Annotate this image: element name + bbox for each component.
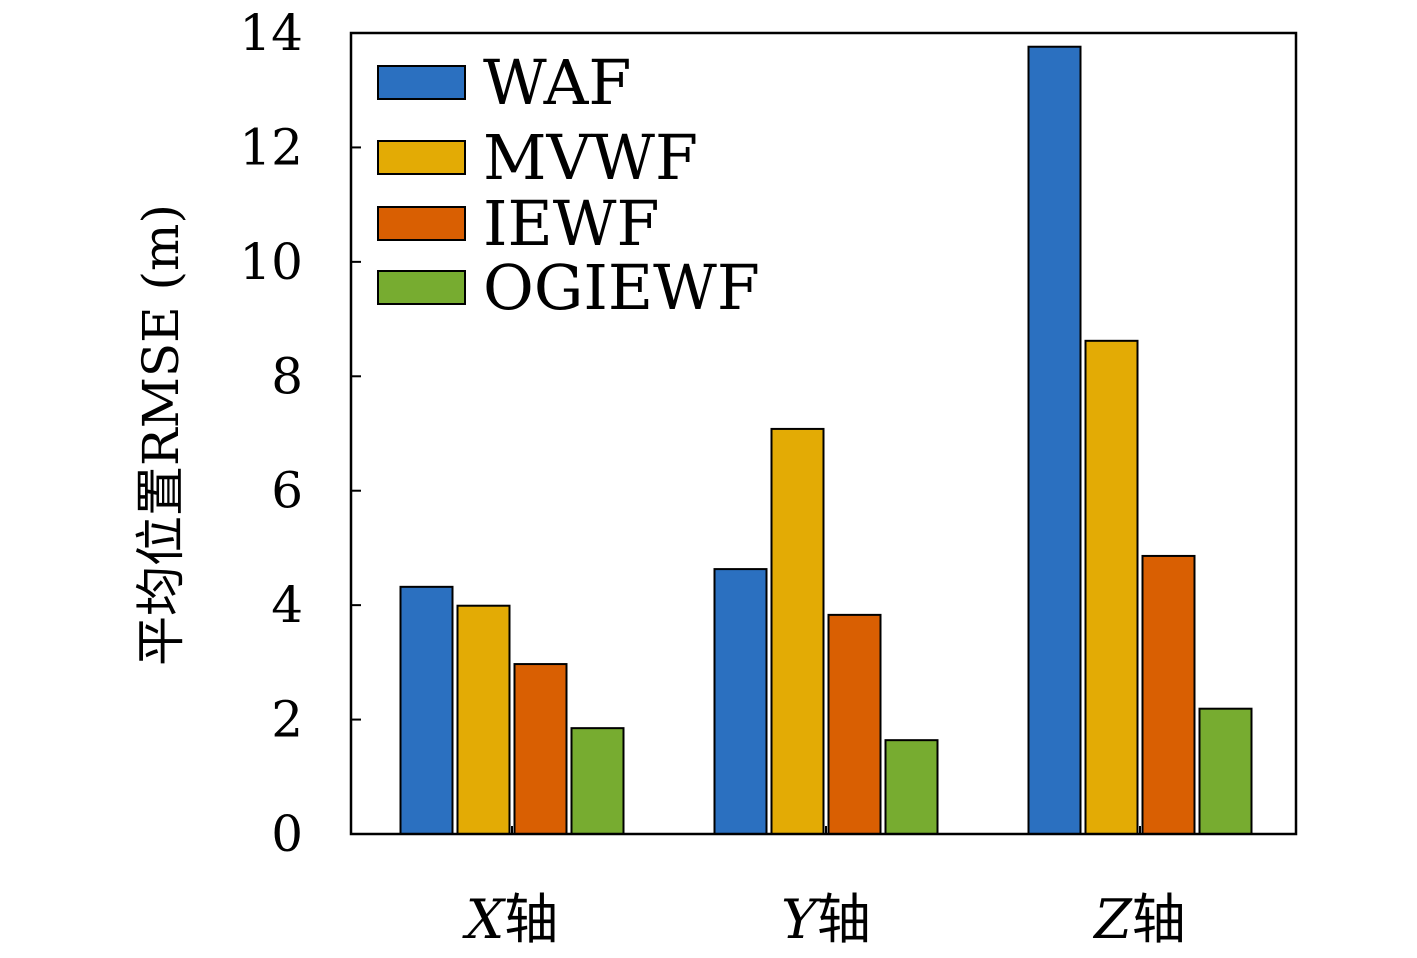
- x-axis-ticks: X轴 Y轴 Z轴: [462, 826, 1186, 951]
- y-axis-ticks: 0 2 4 6 8 10 12 14: [239, 4, 361, 863]
- legend-label-waf: WAF: [483, 46, 631, 119]
- x-tick-label: X轴: [462, 888, 558, 951]
- legend-swatch-ogiewf: [377, 270, 466, 305]
- legend-swatch-mvwf: [377, 140, 466, 175]
- x-tick-suffix: 轴: [504, 888, 558, 951]
- x-tick-var: Z: [1092, 888, 1133, 951]
- bar-mvwf-x: [456, 604, 511, 836]
- bars: [399, 45, 1253, 836]
- bar-iewf-x: [513, 663, 568, 835]
- y-tick-label: 8: [271, 347, 303, 405]
- bar-waf-y: [713, 568, 768, 835]
- x-tick-var: Y: [781, 888, 821, 951]
- x-tick-suffix: 轴: [1132, 888, 1186, 951]
- bar-ogiewf-z: [1198, 707, 1253, 836]
- bar-mvwf-y: [770, 427, 825, 835]
- x-tick-suffix: 轴: [817, 888, 871, 951]
- bar-iewf-z: [1141, 554, 1196, 836]
- bar-waf-x: [399, 585, 454, 835]
- y-tick-label: 0: [271, 805, 303, 863]
- x-tick-label: Y轴: [781, 888, 871, 951]
- legend-swatch-iewf: [377, 206, 466, 241]
- bar-waf-z: [1027, 45, 1082, 835]
- bar-ogiewf-y: [884, 739, 939, 836]
- y-tick-label: 4: [271, 576, 303, 634]
- y-tick-label: 10: [239, 233, 303, 291]
- x-tick-var: X: [462, 888, 507, 951]
- y-tick-label: 6: [271, 462, 303, 520]
- legend-swatch-waf: [377, 65, 466, 100]
- bar-iewf-y: [827, 613, 882, 835]
- plot-frame: [349, 31, 1298, 836]
- legend-label-ogiewf: OGIEWF: [483, 251, 760, 324]
- bar-ogiewf-x: [570, 727, 625, 835]
- y-axis-label: 平均位置RMSE (m): [132, 204, 190, 666]
- y-tick-label: 12: [239, 118, 303, 176]
- legend-label-mvwf: MVWF: [483, 121, 698, 194]
- x-tick-label: Z轴: [1092, 888, 1186, 951]
- y-tick-label: 2: [271, 691, 303, 749]
- y-tick-label: 14: [239, 4, 303, 62]
- legend-label-iewf: IEWF: [483, 187, 660, 260]
- bar-mvwf-z: [1084, 339, 1139, 835]
